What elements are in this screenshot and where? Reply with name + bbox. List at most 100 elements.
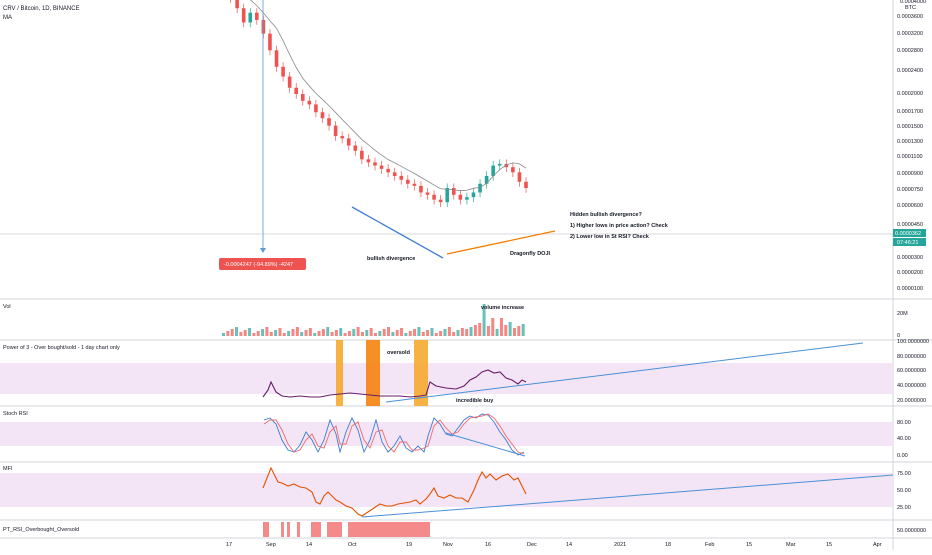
price-axis-tick: 0.0001700	[897, 109, 923, 115]
price-axis-tick: 0.0000100	[897, 286, 923, 292]
candle-body	[255, 12, 259, 20]
candle-body	[346, 138, 351, 146]
candle-body	[471, 192, 476, 198]
volume-bar	[460, 328, 464, 336]
volume-bar	[248, 328, 252, 336]
price-axis-tick: 0.0000200	[897, 270, 923, 276]
volume-bar	[426, 330, 430, 336]
stoch-k-line	[263, 413, 525, 456]
time-tick: 18	[665, 542, 671, 548]
price-axis-tick: 0.0000600	[897, 203, 923, 209]
candle-body	[392, 172, 397, 176]
candle-body	[327, 118, 331, 126]
volume-bar	[300, 332, 304, 336]
volume-bar	[478, 323, 482, 336]
volume-bar	[482, 304, 486, 336]
power-line	[262, 369, 527, 398]
check2-label: 2) Lower low in St RSI? Check	[570, 234, 650, 240]
volume-bar	[291, 329, 295, 336]
volume-bar	[252, 333, 256, 336]
vol-tick: 20M	[897, 311, 908, 317]
volume-bar	[382, 329, 386, 336]
ma-line	[249, 0, 527, 192]
candle-body	[268, 33, 272, 51]
volume-bars	[222, 304, 525, 336]
oversold-zone	[414, 340, 428, 406]
volume-bar	[343, 333, 347, 336]
measure-badge	[219, 258, 306, 270]
volume-bar	[486, 326, 490, 336]
volume-bar	[434, 333, 438, 336]
volume-bar	[365, 330, 369, 336]
volume-bar	[339, 328, 343, 336]
stoch-tick: 0.00	[897, 453, 908, 459]
price-axis-tick: 0.0001500	[897, 124, 923, 130]
power-tick: 40.0000000	[897, 383, 926, 389]
time-tick: 14	[566, 542, 572, 548]
volume-bar	[469, 327, 473, 336]
volume-bar	[378, 331, 382, 336]
power-axis: 100.0000000 80.0000000 60.0000000 40.000…	[897, 339, 929, 404]
volume-bar	[243, 330, 247, 336]
pt-bar	[327, 522, 342, 537]
price-axis-tick: 0.0002000	[897, 91, 923, 97]
time-tick: Nov	[443, 542, 453, 548]
power-tick: 20.0000000	[897, 398, 926, 404]
candle-body	[451, 187, 456, 195]
bullish-divergence-label: bullish divergence	[367, 256, 415, 262]
candle-body	[320, 112, 325, 119]
candle-body	[314, 104, 318, 113]
volume-bar	[269, 332, 273, 336]
candle-body	[360, 150, 364, 160]
volume-bar	[369, 328, 373, 336]
price-axis-tick: 0.0004000	[900, 0, 926, 5]
mfi-line	[262, 466, 527, 517]
question-label: Hidden bullish divergence?	[570, 212, 642, 218]
volume-bar	[334, 330, 338, 336]
mfi-tick: 25.00	[897, 505, 911, 511]
candle-body	[491, 165, 495, 176]
candle-body	[287, 76, 292, 88]
power-tick: 80.0000000	[897, 354, 926, 360]
volume-bar	[295, 327, 299, 336]
volume-increase-label: volume increase	[481, 305, 524, 311]
candle-body	[294, 87, 299, 94]
volume-bar	[239, 332, 243, 336]
mfi-panel-title: MFI	[3, 466, 13, 472]
time-axis: 17 Sep 14 Oct 19 Nov 16 Dec 14 2021 18 F…	[226, 542, 882, 548]
volume-bar	[352, 329, 356, 336]
candle-body	[235, 0, 239, 9]
volume-bar	[491, 318, 495, 336]
volume-bar	[387, 327, 391, 336]
volume-bar	[404, 333, 408, 336]
volume-bar	[452, 332, 456, 336]
candle-body	[438, 199, 443, 203]
oversold-zone	[366, 340, 380, 406]
volume-bar	[443, 329, 447, 336]
volume-bar	[308, 328, 312, 336]
volume-bar	[287, 331, 291, 336]
pt-bar	[311, 522, 321, 537]
candle-body	[281, 66, 285, 77]
candle-body	[300, 93, 305, 101]
price-axis-tick: 0.0001300	[897, 139, 923, 145]
doji-label: Dragonfly DOJI	[510, 251, 551, 257]
candle-body	[340, 136, 344, 139]
divergence-line-price	[351, 206, 444, 259]
candle-body	[425, 192, 430, 195]
power-tick: 100.0000000	[897, 339, 929, 345]
price-axis-tick: 0.0002400	[897, 68, 923, 74]
vol-panel-title: Vol	[3, 304, 11, 310]
time-tick: Sep	[266, 542, 276, 548]
candle-body	[333, 125, 338, 137]
power-trend-line	[385, 342, 864, 403]
pt-bar	[348, 522, 430, 537]
volume-bar	[360, 332, 364, 336]
pt-bars	[263, 522, 430, 537]
candle-body	[517, 172, 522, 182]
volume-bar	[456, 330, 460, 336]
stoch-divergence-line	[445, 432, 526, 457]
pt-bar	[263, 522, 269, 537]
candle-body	[412, 183, 417, 186]
